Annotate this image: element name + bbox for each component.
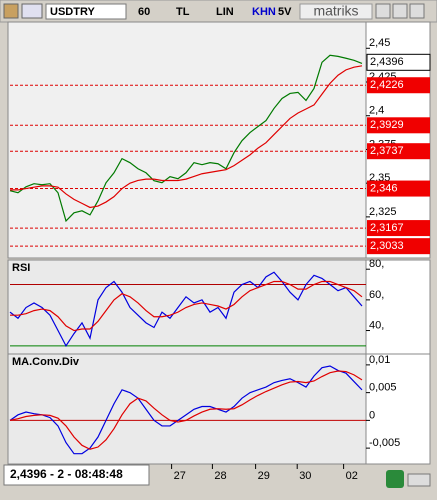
y-tick-label: 2,45 [369,37,390,49]
button[interactable] [375,3,391,19]
icon[interactable] [3,3,19,19]
series-line [10,280,363,332]
series-line [10,65,363,209]
status: 2,4396 - 2 - 08:48:48 [10,467,123,481]
y-tick-label: 2,4 [369,105,384,117]
y-tick-label: 0,005 [369,382,397,394]
logo-box [299,3,373,20]
status-box [3,464,150,486]
y-tick-label: 60, [369,289,384,301]
level-box [367,77,430,94]
toolbar-item[interactable]: 60 [138,6,150,18]
level-box [367,238,430,255]
toolbar-item[interactable]: TL [176,6,190,18]
level-label: 2,4396 [370,56,404,68]
toolbar-item[interactable]: 5V [278,6,292,18]
y-tick-label: 80, [369,258,384,270]
level-label: 2,3929 [370,119,404,131]
series-line [9,370,363,450]
button[interactable] [407,473,431,487]
button[interactable] [409,3,425,19]
level-box [367,180,430,197]
symbol-box[interactable] [45,3,127,20]
level-label: 2,3033 [370,240,404,252]
button[interactable] [392,3,408,19]
level-label: 2,4226 [370,79,404,91]
panel-title: MA.Conv.Div [12,356,80,368]
toolbar-item[interactable]: LIN [216,6,234,18]
x-tick-label: 02 [346,470,358,482]
x-tick-label: 28 [214,470,226,482]
x-tick-label: 30 [299,470,311,482]
symbol[interactable]: USDTRY [50,6,95,18]
icon[interactable] [21,3,43,19]
y-tick-label: 40, [369,319,384,331]
y-tick-label: 0,01 [369,354,390,366]
level-label: 2,3737 [370,145,404,157]
level-label: 2,346 [370,182,398,194]
toolbar-item[interactable]: KHN [252,6,276,18]
level-box [367,117,430,134]
level-box [366,53,431,71]
logo: matriks [313,3,358,19]
toolbar-items: 60 TL LIN KHN 5V [138,6,292,18]
level-box [367,220,430,237]
panel-title: RSI [12,262,30,274]
series-line [9,54,363,223]
refresh-button[interactable] [386,470,404,488]
x-tick-label: 29 [258,470,270,482]
axis-area [365,259,431,355]
level-label: 2,3167 [370,222,404,234]
level-box [367,143,430,160]
y-tick-label: -0,005 [369,437,400,449]
plot-area [7,21,367,259]
plot-area [7,353,367,465]
x-tick-label: 27 [174,470,186,482]
y-tick-label: 2,325 [369,206,397,218]
y-tick-label: 0 [369,409,375,421]
series-line [9,365,363,455]
axis-area [365,353,431,465]
